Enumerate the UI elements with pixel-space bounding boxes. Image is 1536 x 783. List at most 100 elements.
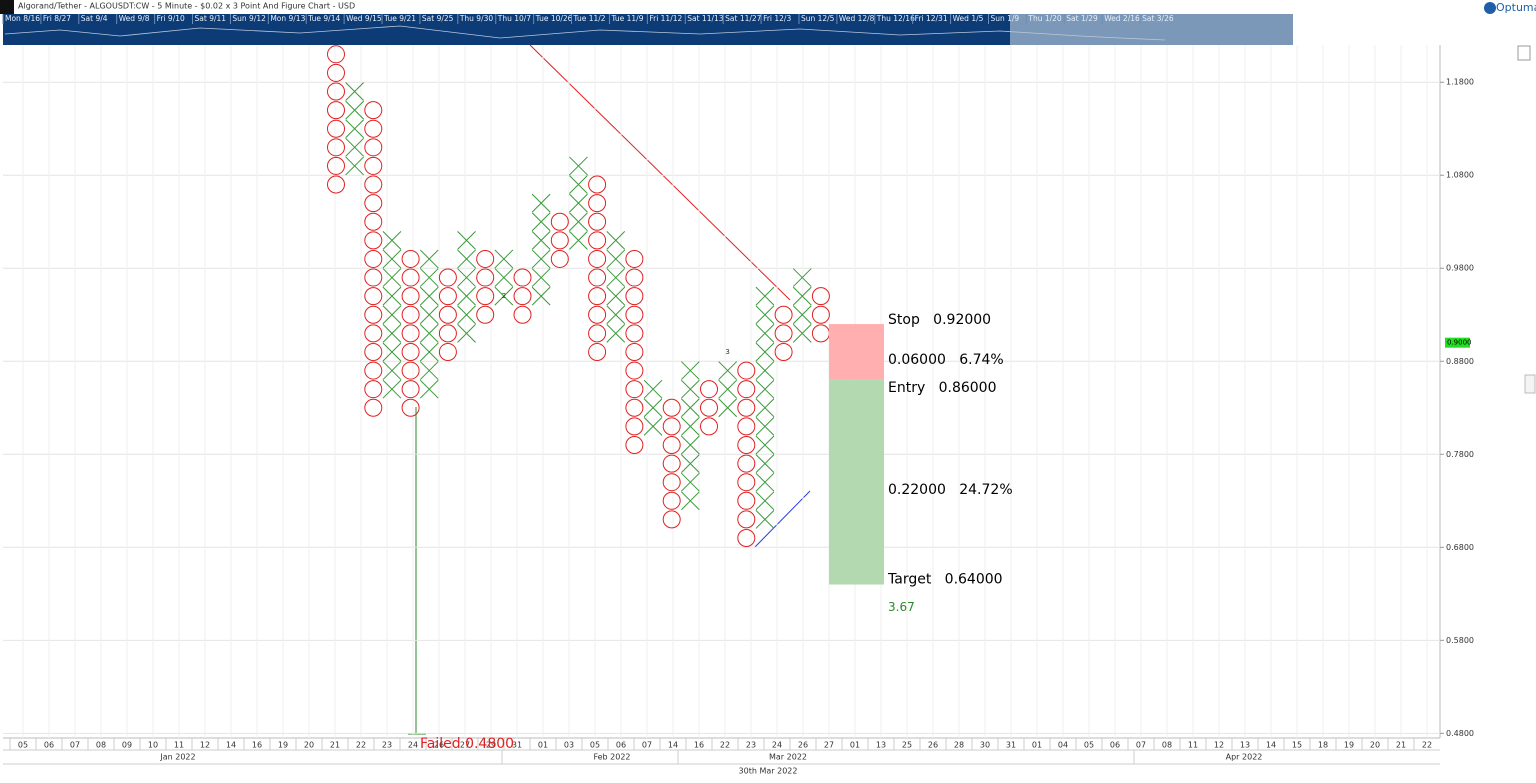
logo: Optuma xyxy=(1496,1,1536,14)
y-tick-label: 1.0800 xyxy=(1446,171,1474,180)
o-column xyxy=(476,249,495,324)
o-box xyxy=(588,305,607,324)
x-box xyxy=(643,398,663,418)
o-column xyxy=(737,361,756,548)
x-tick-label: 16 xyxy=(694,741,704,750)
o-box xyxy=(513,268,532,287)
x-box xyxy=(382,286,402,306)
navigator-label: Sun 1/9 xyxy=(990,14,1019,23)
x-tick-label: 26 xyxy=(434,741,444,750)
x-box xyxy=(419,268,439,287)
x-tick-label: 23 xyxy=(382,741,392,750)
x-footer: 30th Mar 2022 xyxy=(739,767,798,776)
menu-icon[interactable] xyxy=(0,0,14,14)
o-box xyxy=(476,268,495,287)
o-box xyxy=(700,398,718,417)
x-box xyxy=(755,305,775,325)
x-tick-label: 01 xyxy=(1032,741,1042,750)
x-box xyxy=(606,324,626,343)
o-box xyxy=(588,212,607,231)
x-tick-label: 20 xyxy=(304,741,314,750)
x-tick-label: 07 xyxy=(70,741,80,750)
risk-label: 0.06000 6.74% xyxy=(888,352,1004,368)
navigator-label: Thu 9/30 xyxy=(459,14,494,23)
x-box xyxy=(345,156,365,176)
x-box xyxy=(494,268,514,287)
x-box xyxy=(419,379,439,399)
x-box xyxy=(755,361,775,380)
o-box xyxy=(625,342,644,361)
y-tick-label: 0.4800 xyxy=(1446,729,1474,738)
support-line xyxy=(754,490,811,548)
lock-button[interactable] xyxy=(1517,45,1531,61)
x-box xyxy=(680,417,700,436)
x-column xyxy=(569,156,588,250)
o-box xyxy=(588,342,607,361)
o-box xyxy=(364,194,383,213)
o-box xyxy=(625,268,644,287)
o-box xyxy=(438,287,457,306)
navigator-window[interactable] xyxy=(1010,14,1293,45)
o-box xyxy=(625,249,644,268)
x-tick-label: 07 xyxy=(1136,741,1146,750)
x-tick-label: 01 xyxy=(538,741,548,750)
o-box xyxy=(401,249,420,268)
logo-icon xyxy=(1484,2,1496,14)
x-box xyxy=(680,491,700,511)
failed-label: Failed 0.4800 xyxy=(420,736,514,752)
x-box xyxy=(345,137,365,157)
o-box xyxy=(364,231,383,250)
o-box xyxy=(700,380,718,399)
o-box xyxy=(438,305,457,324)
o-box xyxy=(364,380,383,399)
x-tick-label: 25 xyxy=(902,741,912,750)
x-column xyxy=(531,193,551,306)
x-box xyxy=(755,472,775,492)
last-price-tag xyxy=(1445,337,1470,348)
resistance-line xyxy=(529,44,791,301)
x-box xyxy=(531,249,551,269)
y-tick-label: 0.7800 xyxy=(1446,450,1474,459)
x-box xyxy=(755,379,775,399)
y-tick-label: 1.1800 xyxy=(1446,78,1474,87)
x-column xyxy=(382,230,402,399)
navigator[interactable]: Mon 8/16 Fri 8/27 Sat 9/4 Wed 9/8 Fri 9/10 Sa… xyxy=(2,14,1293,45)
stop-label: Stop 0.92000 xyxy=(888,312,991,328)
side-toggle[interactable] xyxy=(1524,374,1536,394)
x-box xyxy=(419,361,439,380)
o-box xyxy=(364,249,383,268)
x-box xyxy=(531,230,551,250)
x-box xyxy=(606,230,626,250)
navigator-label: Wed 9/8 xyxy=(119,14,150,23)
o-box xyxy=(737,435,756,454)
navigator-label: Fri 12/31 xyxy=(915,14,948,23)
x-tick-label: 06 xyxy=(1110,741,1120,750)
o-box xyxy=(662,491,681,510)
o-box xyxy=(811,287,830,306)
x-box xyxy=(755,398,775,418)
x-tick-label: 09 xyxy=(122,741,132,750)
x-column xyxy=(718,361,738,418)
x-tick-label: 24 xyxy=(408,741,418,750)
x-tick-label: 08 xyxy=(1162,741,1172,750)
o-box xyxy=(737,454,756,473)
navigator-label: Sat 1/29 xyxy=(1066,14,1098,23)
x-box xyxy=(718,398,738,418)
x-tick-label: 05 xyxy=(590,741,600,750)
x-tick-label: 22 xyxy=(356,741,366,750)
x-box xyxy=(606,249,626,269)
o-column xyxy=(700,380,718,436)
x-box xyxy=(382,324,402,343)
last-price-label: 0.9000 xyxy=(1447,339,1472,347)
o-box xyxy=(550,212,569,231)
navigator-label: Thu 1/20 xyxy=(1027,14,1062,23)
o-box xyxy=(438,268,457,287)
o-box xyxy=(401,361,420,380)
o-box xyxy=(327,175,345,194)
x-tick-label: 19 xyxy=(278,741,288,750)
x-box xyxy=(718,361,738,380)
navigator-label: Sun 9/12 xyxy=(232,14,266,23)
column-marker: 2 xyxy=(502,292,506,300)
o-box xyxy=(774,342,793,361)
o-box xyxy=(625,305,644,324)
